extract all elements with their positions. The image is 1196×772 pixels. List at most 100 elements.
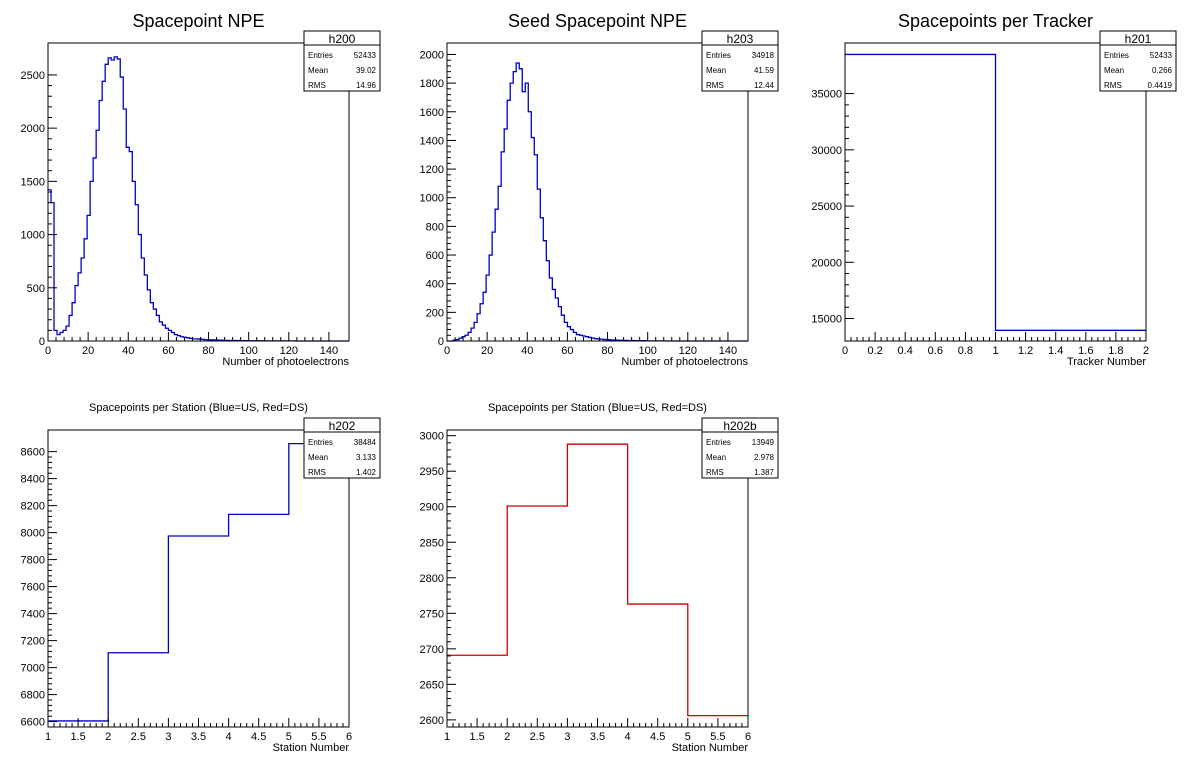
x-tick-label: 80 <box>202 345 214 357</box>
x-tick-label: 3.5 <box>590 731 605 743</box>
stats-name: h202 <box>329 419 356 433</box>
x-tick-label: 5 <box>685 731 691 743</box>
x-tick-label: 60 <box>162 345 174 357</box>
stats-box <box>701 417 779 479</box>
x-tick-label: 120 <box>280 345 298 357</box>
stats-label: Entries <box>308 51 333 60</box>
x-axis-label: Number of photoelectrons <box>222 356 349 368</box>
x-tick-label: 2 <box>105 731 111 743</box>
x-tick-label: 0.6 <box>928 345 943 357</box>
y-tick-label: 7000 <box>21 663 45 675</box>
x-tick-label: 140 <box>320 345 338 357</box>
y-tick-label: 1600 <box>420 107 444 119</box>
y-tick-label: 35000 <box>811 89 842 101</box>
y-tick-label: 2850 <box>420 537 444 549</box>
x-tick-label: 3 <box>165 731 171 743</box>
y-tick-label: 2000 <box>21 123 45 135</box>
stats-value: 12.44 <box>754 81 775 90</box>
stats-label: Mean <box>308 66 328 75</box>
stats-name: h200 <box>329 32 356 46</box>
histogram-line <box>48 442 349 722</box>
panel-title: Spacepoints per Station (Blue=US, Red=DS… <box>488 402 707 414</box>
stats-value: 0.4419 <box>1148 81 1173 90</box>
panel-title: Spacepoints per Station (Blue=US, Red=DS… <box>89 402 308 414</box>
stats-label: Entries <box>706 438 731 447</box>
stats-box <box>303 417 381 479</box>
stats-label: Entries <box>308 438 333 447</box>
y-tick-label: 2950 <box>420 466 444 478</box>
stats-label: Mean <box>706 66 726 75</box>
x-tick-label: 4.5 <box>650 731 665 743</box>
stats-value: 0.266 <box>1152 66 1173 75</box>
y-tick-label: 25000 <box>811 201 842 213</box>
stats-label: RMS <box>308 468 326 477</box>
x-tick-label: 1 <box>444 731 450 743</box>
y-tick-label: 1000 <box>21 230 45 242</box>
x-tick-label: 3.5 <box>191 731 206 743</box>
panel-title: Spacepoints per Tracker <box>898 11 1093 31</box>
x-tick-label: 5.5 <box>710 731 725 743</box>
y-tick-label: 200 <box>426 307 444 319</box>
stats-box <box>701 30 779 92</box>
stats-name: h203 <box>727 32 754 46</box>
x-tick-label: 60 <box>561 345 573 357</box>
x-tick-label: 1 <box>45 731 51 743</box>
stats-box <box>1099 30 1177 92</box>
stats-label: Entries <box>1104 51 1129 60</box>
y-tick-label: 2800 <box>420 573 444 585</box>
x-tick-label: 0.4 <box>898 345 913 357</box>
panel-title: Seed Spacepoint NPE <box>508 11 687 31</box>
y-tick-label: 2650 <box>420 679 444 691</box>
x-tick-label: 100 <box>638 345 656 357</box>
x-tick-label: 1.6 <box>1078 345 1093 357</box>
y-tick-label: 800 <box>426 221 444 233</box>
x-tick-label: 1.5 <box>469 731 484 743</box>
y-tick-label: 0 <box>39 336 45 348</box>
y-tick-label: 2500 <box>21 70 45 82</box>
x-tick-label: 0 <box>45 345 51 357</box>
stats-name: h201 <box>1125 32 1152 46</box>
stats-value: 41.59 <box>754 66 775 75</box>
x-tick-label: 120 <box>679 345 697 357</box>
y-tick-label: 400 <box>426 279 444 291</box>
x-tick-label: 40 <box>521 345 533 357</box>
y-tick-label: 2900 <box>420 502 444 514</box>
y-tick-label: 1800 <box>420 78 444 90</box>
y-tick-label: 1400 <box>420 135 444 147</box>
y-tick-label: 2750 <box>420 608 444 620</box>
y-tick-label: 1500 <box>21 176 45 188</box>
x-tick-label: 1.2 <box>1018 345 1033 357</box>
stats-label: RMS <box>706 81 724 90</box>
y-tick-label: 20000 <box>811 257 842 269</box>
stats-label: RMS <box>1104 81 1122 90</box>
stats-label: RMS <box>706 468 724 477</box>
x-tick-label: 0.8 <box>958 345 973 357</box>
stats-value: 34918 <box>752 51 775 60</box>
x-tick-label: 1.8 <box>1108 345 1123 357</box>
stats-value: 39.02 <box>356 66 377 75</box>
y-tick-label: 8200 <box>21 501 45 513</box>
x-tick-label: 20 <box>481 345 493 357</box>
x-tick-label: 2 <box>1143 345 1149 357</box>
y-tick-label: 7800 <box>21 555 45 567</box>
y-tick-label: 600 <box>426 250 444 262</box>
panel-h202: Spacepoints per Station (Blue=US, Red=DS… <box>21 402 381 754</box>
y-tick-label: 7200 <box>21 636 45 648</box>
y-tick-label: 8400 <box>21 474 45 486</box>
y-tick-label: 6600 <box>21 717 45 729</box>
y-tick-label: 8600 <box>21 447 45 459</box>
stats-value: 1.402 <box>356 468 377 477</box>
x-tick-label: 100 <box>239 345 257 357</box>
x-tick-label: 1 <box>992 345 998 357</box>
x-tick-label: 4 <box>226 731 232 743</box>
y-tick-label: 2000 <box>420 49 444 61</box>
y-tick-label: 2600 <box>420 715 444 727</box>
stats-label: Entries <box>706 51 731 60</box>
x-tick-label: 0 <box>842 345 848 357</box>
x-tick-label: 140 <box>719 345 737 357</box>
panel-title: Spacepoint NPE <box>132 11 264 31</box>
panel-h202b: Spacepoints per Station (Blue=US, Red=DS… <box>420 402 779 754</box>
x-tick-label: 4 <box>625 731 631 743</box>
